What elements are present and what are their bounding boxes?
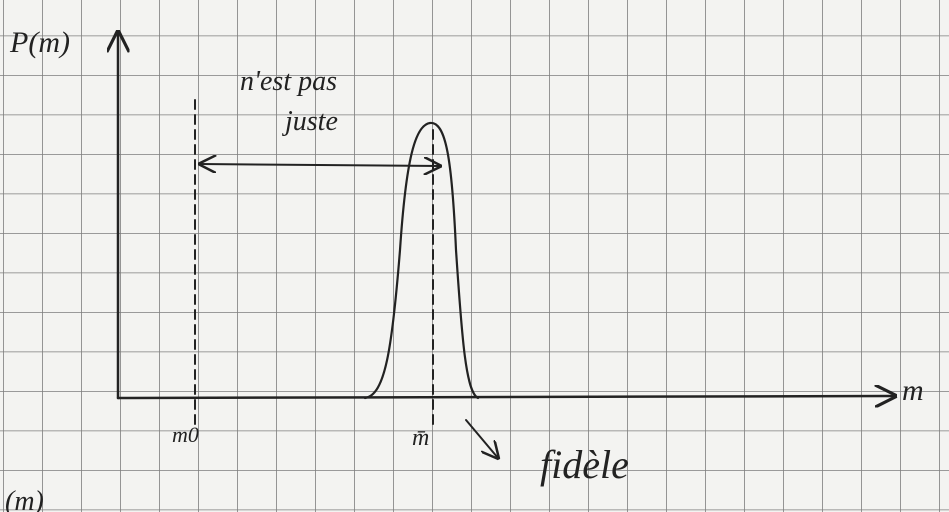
grid-paper bbox=[0, 0, 949, 512]
corner-text: (m) bbox=[5, 486, 44, 512]
annotation-line: n'est pas bbox=[240, 66, 337, 97]
y-axis-label: P(m) bbox=[9, 26, 70, 59]
reference-label: m0 bbox=[172, 422, 199, 447]
sketch: P(m) m n'est pas juste m0 m̄ fidèle (m) bbox=[0, 0, 949, 512]
note: fidèle bbox=[540, 442, 629, 487]
annotation-line: juste bbox=[282, 106, 338, 137]
page: P(m) m n'est pas juste m0 m̄ fidèle (m) … bbox=[0, 0, 949, 512]
mean-label: m̄ bbox=[412, 425, 429, 451]
x-axis-label: m bbox=[902, 374, 924, 407]
